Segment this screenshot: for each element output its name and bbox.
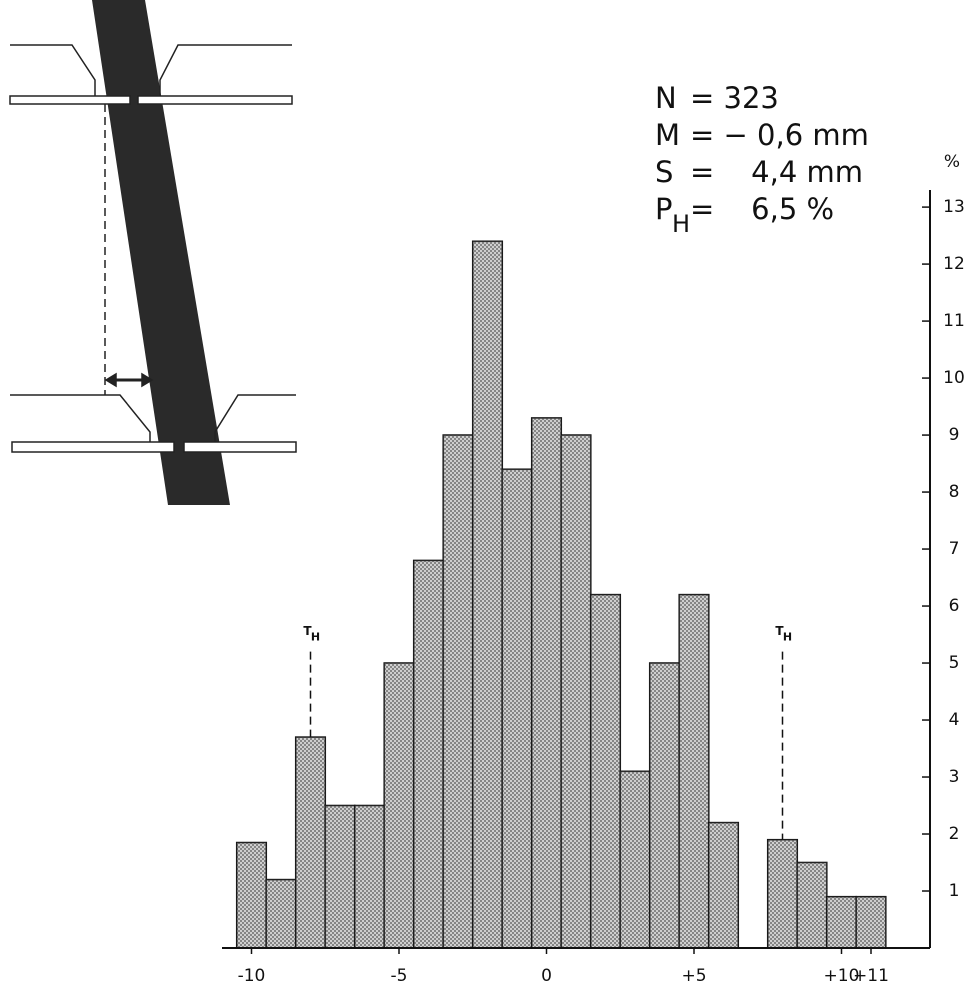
threshold-subscript: H — [783, 630, 792, 643]
y-tick-label: 6 — [949, 596, 960, 616]
stat-symbol: P — [655, 192, 673, 226]
stat-text: = 323 — [690, 81, 779, 115]
bar-tint — [502, 469, 532, 948]
bar-tint — [414, 560, 444, 948]
y-tick-label: 3 — [949, 767, 960, 787]
bar-tint — [443, 435, 473, 948]
x-tick-label: 0 — [541, 966, 552, 986]
bar-tint — [237, 843, 267, 948]
bar-tint — [650, 663, 680, 948]
stat-symbol: S — [655, 155, 673, 189]
x-tick-label: +11 — [853, 966, 889, 986]
stat-subscript: H — [672, 210, 690, 238]
y-tick-label: 2 — [949, 824, 960, 844]
bar-tint — [266, 880, 296, 948]
y-tick-label: 9 — [949, 425, 960, 445]
bar-tint — [856, 897, 886, 948]
bar-tint — [709, 823, 739, 948]
bar-tint — [591, 595, 621, 948]
bar-tint — [620, 771, 650, 948]
y-tick-label: 4 — [949, 710, 960, 730]
stat-text: = 6,5 % — [690, 192, 834, 226]
stat-symbol: M — [655, 118, 680, 152]
bar-tint — [473, 241, 503, 948]
y-tick-label: 1 — [949, 881, 960, 901]
y-tick-label: 5 — [949, 653, 960, 673]
bar-tint — [679, 595, 709, 948]
x-tick-label: -10 — [238, 966, 266, 986]
bar-tint — [384, 663, 414, 948]
y-tick-label: 13 — [943, 197, 965, 217]
y-axis-label: % — [944, 152, 960, 172]
stat-symbol: N — [655, 81, 677, 115]
threshold-subscript: H — [311, 630, 320, 643]
bar-tint — [797, 863, 827, 948]
chart: %12345678910111213-10-50+5+10+11THTHN= 3… — [0, 0, 978, 993]
bar-tint — [355, 806, 385, 948]
y-tick-label: 10 — [943, 368, 965, 388]
stat-text: = 4,4 mm — [690, 155, 863, 189]
bar-tint — [296, 737, 326, 948]
bar-tint — [827, 897, 857, 948]
bar-tint — [768, 840, 798, 948]
bar-tint — [561, 435, 591, 948]
x-tick-label: -5 — [391, 966, 408, 986]
diagram — [10, 0, 296, 505]
bar-tint — [532, 418, 562, 948]
x-tick-label: +5 — [681, 966, 706, 986]
y-tick-label: 12 — [943, 254, 965, 274]
stat-text: = − 0,6 mm — [690, 118, 869, 152]
bar-tint — [325, 806, 355, 948]
y-tick-label: 7 — [949, 539, 960, 559]
y-tick-label: 11 — [943, 311, 965, 331]
y-tick-label: 8 — [949, 482, 960, 502]
